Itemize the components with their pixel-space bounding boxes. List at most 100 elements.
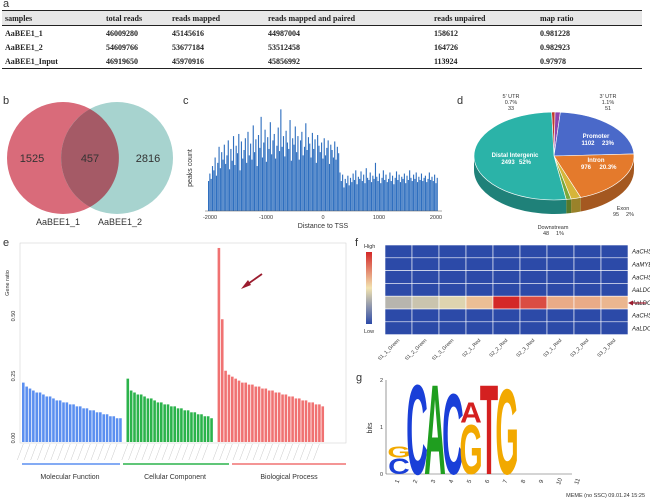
- histogram-bar: [261, 157, 264, 211]
- histogram-bar: [340, 181, 342, 211]
- histogram-bar: [386, 182, 388, 211]
- slice-value-promoter: 1102: [581, 141, 595, 147]
- go-bar: [105, 414, 109, 442]
- histogram-bar: [401, 176, 403, 211]
- histogram-bar: [402, 178, 404, 211]
- go-bar: [82, 408, 85, 442]
- histogram-bar: [208, 181, 210, 211]
- go-bar: [241, 382, 244, 442]
- histogram-bar: [422, 181, 424, 211]
- go-term-label-stub: [266, 443, 273, 461]
- go-bar: [99, 412, 102, 442]
- go-bar: [95, 412, 99, 442]
- histogram-bar: [289, 120, 291, 211]
- histogram-bar: [280, 109, 282, 211]
- go-bar: [193, 412, 197, 442]
- pie-slice-side: [566, 198, 572, 214]
- go-term-label-stub: [212, 443, 220, 461]
- histogram-bar: [355, 170, 357, 211]
- histogram-bar: [306, 150, 308, 211]
- histogram-bar: [313, 148, 315, 211]
- histogram-bar: [285, 130, 287, 211]
- heatmap-cell: [411, 283, 440, 297]
- heatmap-cell: [519, 244, 548, 259]
- go-term-label-stub: [252, 443, 260, 461]
- histogram-bar: [357, 176, 359, 211]
- go-term-label-stub: [279, 443, 287, 461]
- go-bar: [72, 404, 75, 442]
- heatmap-cell: [438, 283, 467, 297]
- histogram-bar: [248, 155, 250, 211]
- histogram-bar: [301, 131, 303, 211]
- table-row: AaBEE1_1 46009280 45145616 44987004 1586…: [2, 26, 642, 41]
- histogram-bar: [426, 182, 428, 211]
- go-bar: [22, 382, 25, 442]
- panel-label-f: f: [355, 237, 359, 249]
- go-bar: [129, 390, 133, 442]
- peak-annotation-pie: 5' UTR 0.7% 33 3' UTR 1.1% 51 Promoter 1…: [473, 94, 635, 237]
- heatmap-cell: [573, 244, 602, 259]
- histogram-bar: [338, 153, 340, 211]
- heatmap-cell: [384, 244, 413, 259]
- histogram-bar: [328, 163, 331, 211]
- histogram-bar: [344, 178, 346, 211]
- slice-label-exon: Exon: [617, 206, 630, 212]
- go-bar: [217, 247, 221, 442]
- histogram-bar: [342, 174, 344, 211]
- heatmap-cell: [438, 257, 467, 271]
- histogram-bar: [420, 173, 423, 211]
- y-tick-label: 2: [380, 378, 383, 384]
- heatmap-column-label: S1_1_Green: [377, 338, 401, 362]
- histogram-bar: [232, 136, 235, 211]
- histogram-bar: [215, 175, 218, 211]
- go-bar: [48, 396, 52, 442]
- table-cell: 45856992: [268, 56, 300, 66]
- go-term-label-stub: [148, 443, 155, 461]
- venn-overlap: [61, 109, 119, 207]
- go-bar: [311, 402, 314, 442]
- heatmap-cell: [573, 321, 602, 335]
- slice-label-intron: Intron: [588, 158, 605, 164]
- go-bar: [136, 394, 140, 442]
- x-axis-label: Distance to TSS: [298, 223, 349, 230]
- histogram-bar: [374, 162, 377, 211]
- go-term-label-stub: [17, 443, 24, 461]
- go-bar: [156, 402, 160, 442]
- histogram-bar: [309, 143, 311, 211]
- histogram-bar: [356, 184, 358, 211]
- histogram-bar: [392, 175, 394, 211]
- histogram-bar: [260, 116, 262, 211]
- go-enrichment-bar-chart: Gene ratio 0.25 0.50 0.00 Molecular Func…: [5, 242, 347, 481]
- heatmap-cell: [573, 257, 602, 271]
- go-bar: [78, 406, 82, 442]
- slice-label-downstream: Downstream: [538, 225, 569, 231]
- histogram-bar: [388, 178, 390, 211]
- x-tick-label: -2000: [203, 215, 217, 221]
- go-term-label-stub: [50, 443, 57, 461]
- go-term-label-stub: [299, 443, 307, 461]
- histogram-bar: [381, 177, 383, 211]
- histogram-bar: [435, 183, 437, 211]
- x-tick-label: 1000: [373, 215, 385, 221]
- slice-pct-distal-intergenic: 52%: [519, 160, 532, 166]
- heatmap-cell: [546, 283, 575, 297]
- histogram-bar: [234, 164, 236, 211]
- histogram-bar: [213, 170, 215, 211]
- go-bars: [22, 247, 325, 442]
- go-term-label-stub: [128, 443, 135, 461]
- mapping-stats-table: samples total reads reads mapped reads m…: [2, 10, 642, 69]
- histogram-bar: [239, 170, 241, 211]
- heatmap-cell: [438, 321, 467, 335]
- go-term-label-stub: [219, 443, 226, 461]
- go-bar: [254, 386, 258, 442]
- go-bar: [257, 386, 261, 442]
- histogram-bar: [243, 150, 245, 211]
- histogram-bar: [298, 159, 300, 211]
- go-bar: [102, 414, 105, 442]
- heatmap-cell: [492, 321, 521, 335]
- slice-value-exon: 95: [613, 212, 619, 218]
- heatmap-cell: [600, 321, 629, 335]
- pie-slice: [473, 111, 567, 201]
- histogram-bar: [286, 142, 288, 211]
- group-label-bp: Biological Process: [260, 474, 318, 481]
